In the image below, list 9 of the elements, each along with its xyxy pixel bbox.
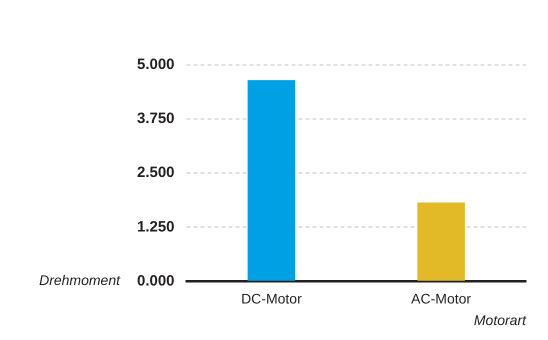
- x-tick-label: AC-Motor: [411, 290, 472, 306]
- y-tick-label: 0.000: [136, 272, 175, 290]
- y-tick-label: 3.750: [136, 110, 175, 128]
- y-axis-title: Drehmoment: [39, 272, 122, 288]
- x-axis-title: Motorart: [474, 312, 528, 328]
- y-tick-label: 2.500: [136, 164, 175, 182]
- y-tick-label: 1.250: [136, 218, 175, 236]
- x-tick-label: DC-Motor: [241, 290, 302, 306]
- y-tick-label: 5.000: [136, 56, 175, 74]
